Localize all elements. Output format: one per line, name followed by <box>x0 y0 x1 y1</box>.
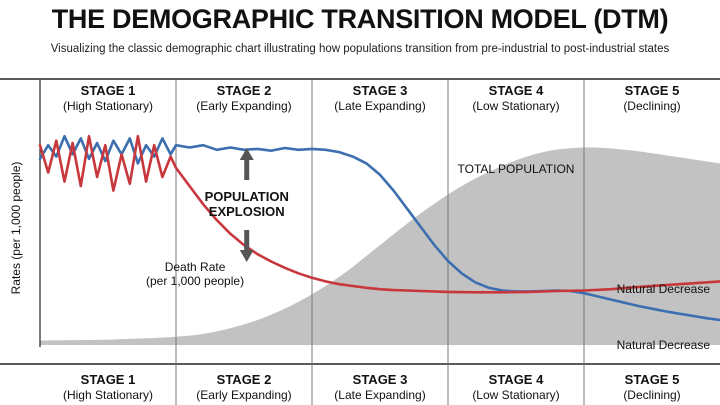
stage-4-title-bottom: STAGE 4 <box>489 372 544 387</box>
population-explosion-label-line1: POPULATION <box>205 189 289 204</box>
total-population-area <box>40 147 720 345</box>
stage-5-title-top: STAGE 5 <box>625 83 680 98</box>
stage-1-label-bottom: (High Stationary) <box>63 388 153 402</box>
stage-4-label-top: (Low Stationary) <box>472 99 559 113</box>
stage-2-title-bottom: STAGE 2 <box>217 372 272 387</box>
stage-1-title-top: STAGE 1 <box>81 83 136 98</box>
natural-decrease-upper-label: Natural Decrease <box>617 282 711 296</box>
death-rate-label-line1: Death Rate <box>165 260 226 274</box>
stage-1-label-top: (High Stationary) <box>63 99 153 113</box>
stage-3-title-top: STAGE 3 <box>353 83 408 98</box>
stage-5-label-top: (Declining) <box>623 99 680 113</box>
stage-3-title-bottom: STAGE 3 <box>353 372 408 387</box>
arrow-up-icon <box>239 148 254 180</box>
stage-5-label-bottom: (Declining) <box>623 388 680 402</box>
arrow-down-icon <box>239 230 254 262</box>
stage-1-title-bottom: STAGE 1 <box>81 372 136 387</box>
stage-4-title-top: STAGE 4 <box>489 83 544 98</box>
stage-2-title-top: STAGE 2 <box>217 83 272 98</box>
stage-3-label-bottom: (Late Expanding) <box>334 388 425 402</box>
y-axis-label: Rates (per 1,000 people) <box>9 162 23 295</box>
stage-2-label-top: (Early Expanding) <box>196 99 291 113</box>
stage-4-label-bottom: (Low Stationary) <box>472 388 559 402</box>
birth-rate-line <box>38 134 720 322</box>
chart-subtitle: Visualizing the classic demographic char… <box>50 43 670 55</box>
stage-3-label-top: (Late Expanding) <box>334 99 425 113</box>
natural-decrease-lower-label: Natural Decrease <box>617 338 711 352</box>
death-rate-line <box>38 134 720 294</box>
chart-title: THE DEMOGRAPHIC TRANSITION MODEL (DTM) <box>51 4 669 34</box>
total-population-label: TOTAL POPULATION <box>458 162 575 176</box>
death-rate-label-line2: (per 1,000 people) <box>146 274 244 288</box>
stage-2-label-bottom: (Early Expanding) <box>196 388 291 402</box>
population-explosion-label-line2: EXPLOSION <box>209 204 285 219</box>
stage-5-title-bottom: STAGE 5 <box>625 372 680 387</box>
